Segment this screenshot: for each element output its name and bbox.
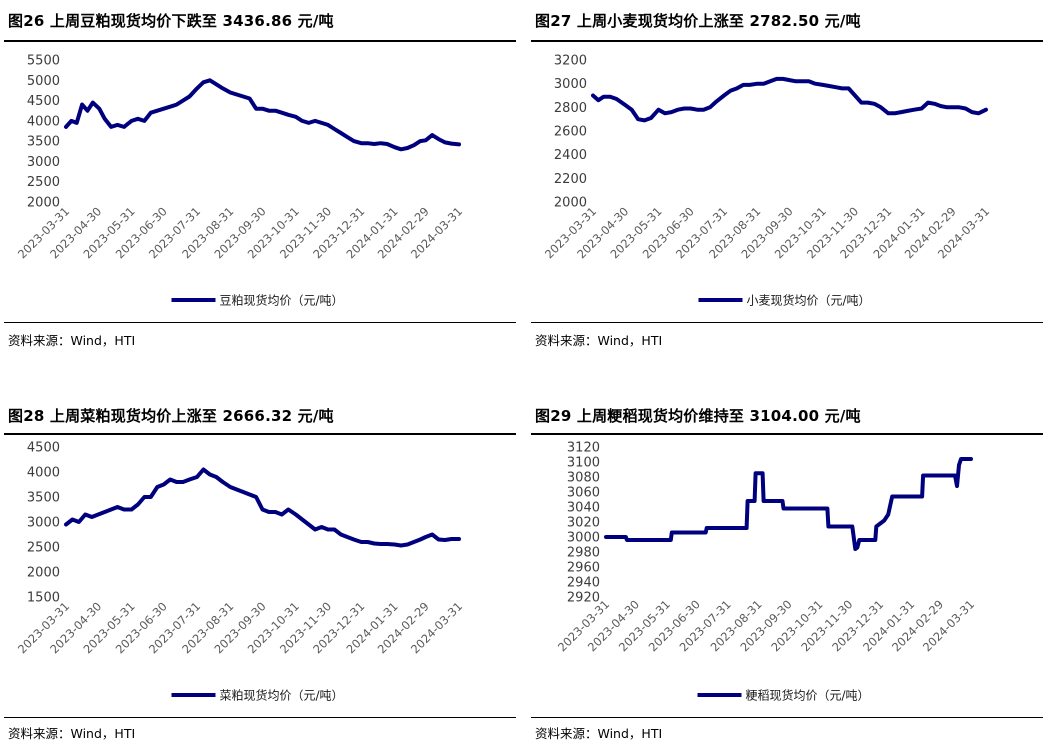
y-tick-label: 2000 <box>27 196 60 211</box>
y-tick-label: 2400 <box>554 148 587 163</box>
legend-label: 菜粕现货均价（元/吨） <box>220 688 344 703</box>
chart-panel-rapeseed-meal: 图28 上周菜粕现货均价上涨至 2666.32 元/吨 1500 2000 2500… <box>4 405 522 745</box>
y-tick-label: 5500 <box>27 54 60 69</box>
y-tick-label: 3200 <box>554 54 587 69</box>
y-tick-label: 2000 <box>554 196 587 211</box>
series-line <box>604 457 973 551</box>
y-tick-label: 4000 <box>27 114 60 129</box>
line-chart: 200025003000350040004500500055002023-03-… <box>15 54 465 308</box>
y-tick-label: 3100 <box>567 456 600 471</box>
chart-panel-wheat: 图27 上周小麦现货均价上涨至 2782.50 元/吨 2000 2200 2400… <box>531 10 1049 348</box>
source-note: 资料来源：Wind，HTI <box>535 333 663 348</box>
bottom-rule <box>531 322 1043 323</box>
y-tick-label: 3040 <box>567 501 600 516</box>
y-tick-label: 2000 <box>27 566 60 581</box>
y-tick-label: 5000 <box>27 74 60 89</box>
y-tick-label: 3500 <box>27 135 60 150</box>
y-tick-label: 3120 <box>567 441 600 456</box>
legend-label: 豆粕现货均价（元/吨） <box>220 293 344 308</box>
y-tick-label: 2940 <box>567 576 600 591</box>
y-tick-label: 2980 <box>567 546 600 561</box>
legend-label: 小麦现货均价（元/吨） <box>747 293 871 308</box>
y-tick-label: 3000 <box>27 516 60 531</box>
y-tick-label: 1500 <box>27 591 60 606</box>
bottom-rule <box>4 322 516 323</box>
y-tick-label: 2500 <box>27 541 60 556</box>
bottom-rule <box>531 717 1043 718</box>
series-line <box>64 467 461 548</box>
chart-title: 图29 上周粳稻现货均价维持至 3104.00 元/吨 <box>535 407 861 425</box>
y-tick-label: 2960 <box>567 561 600 576</box>
chart-panel-soymeal: 图26 上周豆粕现货均价下跌至 3436.86 元/吨 2000 2500 3000… <box>4 10 522 348</box>
legend-label: 粳稻现货均价（元/吨） <box>746 688 870 703</box>
y-tick-label: 3500 <box>27 491 60 506</box>
y-tick-label: 4500 <box>27 441 60 456</box>
y-tick-label: 3020 <box>567 516 600 531</box>
line-chart: 15002000250030003500400045002023-03-3120… <box>15 441 465 703</box>
y-tick-label: 3000 <box>27 155 60 170</box>
series-line <box>591 76 988 123</box>
y-tick-label: 2920 <box>567 591 600 606</box>
bottom-rule <box>4 717 516 718</box>
title-rule <box>531 433 1043 435</box>
y-tick-label: 3060 <box>567 486 600 501</box>
y-tick-label: 4000 <box>27 466 60 481</box>
title-rule <box>4 40 516 42</box>
source-note: 资料来源：Wind，HTI <box>8 726 136 741</box>
y-tick-label: 2200 <box>554 172 587 187</box>
line-chart: 2920294029602980300030203040306030803100… <box>555 441 977 703</box>
source-note: 资料来源：Wind，HTI <box>8 333 136 348</box>
y-tick-label: 3000 <box>554 77 587 92</box>
line-chart: 20002200240026002800300032002023-03-3120… <box>542 54 992 308</box>
title-rule <box>4 433 516 435</box>
series-line <box>64 78 461 152</box>
chart-title: 图27 上周小麦现货均价上涨至 2782.50 元/吨 <box>535 12 861 30</box>
y-tick-label: 4500 <box>27 94 60 109</box>
chart-title: 图26 上周豆粕现货均价下跌至 3436.86 元/吨 <box>8 12 334 30</box>
chart-title: 图28 上周菜粕现货均价上涨至 2666.32 元/吨 <box>8 407 334 425</box>
y-tick-label: 3000 <box>567 531 600 546</box>
y-tick-label: 2600 <box>554 125 587 140</box>
y-tick-label: 2800 <box>554 101 587 116</box>
title-rule <box>531 40 1043 42</box>
source-note: 资料来源：Wind，HTI <box>535 726 663 741</box>
y-tick-label: 3080 <box>567 471 600 486</box>
y-tick-label: 2500 <box>27 175 60 190</box>
chart-panel-japonica-rice: 图29 上周粳稻现货均价维持至 3104.00 元/吨 2920 2940 2960… <box>531 405 1049 745</box>
